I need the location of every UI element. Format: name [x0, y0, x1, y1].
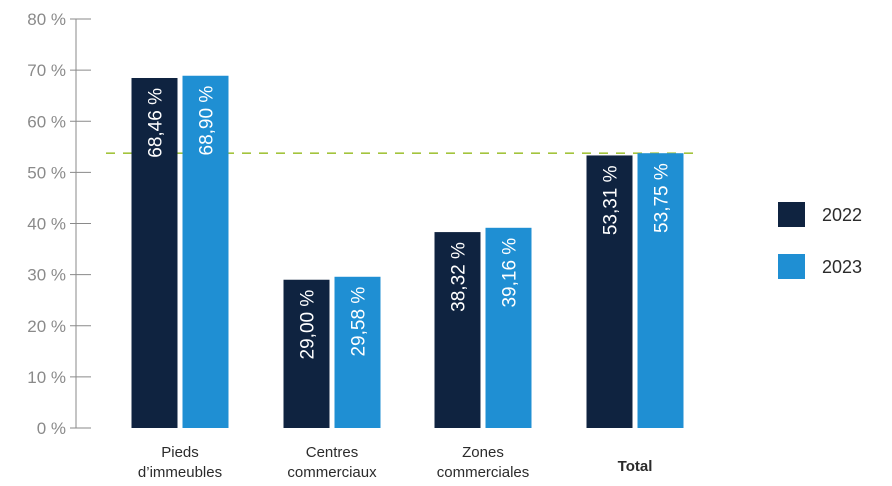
x-category-label: Zones commerciales [437, 444, 530, 481]
y-tick-label: 0 % [37, 419, 66, 438]
bar-2023 [485, 227, 532, 428]
legend-label: 2022 [822, 205, 862, 225]
legend-swatch-2022 [778, 202, 805, 227]
axes-group [70, 18, 91, 429]
bar-2022 [434, 232, 481, 428]
bar-value-label: 68,46 % [146, 88, 167, 158]
bar-value-label: 29,00 % [298, 290, 319, 360]
x-category-label: Pieds d’immeubles [138, 444, 222, 481]
y-tick-label: 30 % [27, 266, 66, 285]
bar-2023 [637, 153, 684, 428]
y-tick-label: 40 % [27, 215, 66, 234]
bar-value-label: 68,90 % [197, 86, 218, 156]
x-category-label: Total [618, 458, 653, 475]
bar-2022 [586, 155, 633, 428]
y-tick-label: 50 % [27, 163, 66, 182]
y-tick-label: 80 % [27, 10, 66, 29]
bar-value-label: 39,16 % [500, 238, 521, 308]
legend-swatch-2023 [778, 254, 805, 279]
bar-value-label: 53,31 % [601, 165, 622, 235]
legend-label: 2023 [822, 257, 862, 277]
category-labels-group: Pieds d’immeubles Centres commerciaux Zones c… [138, 444, 652, 481]
y-tick-label: 70 % [27, 61, 66, 80]
y-tick-label: 60 % [27, 112, 66, 131]
y-tick-label: 20 % [27, 317, 66, 336]
x-category-label: Centres commerciaux [287, 444, 377, 481]
bar-labels-group: 68,46 % 68,90 % 29,00 % 29,58 % 38,32 % 39,16… [146, 86, 673, 360]
bar-value-label: 38,32 % [449, 242, 470, 312]
bar-2023 [182, 75, 229, 428]
bars-group [131, 75, 684, 428]
y-tick-label: 10 % [27, 368, 66, 387]
bar-value-label: 29,58 % [349, 287, 370, 357]
y-tick-labels-group: 0 % 10 % 20 % 30 % 40 % 50 % 60 % 70 % 80 % [27, 10, 66, 438]
bar-2022 [283, 279, 330, 428]
bar-2022 [131, 77, 178, 428]
bar-2023 [334, 276, 381, 428]
legend: 2022 2023 [778, 202, 862, 279]
bar-value-label: 53,75 % [652, 163, 673, 233]
